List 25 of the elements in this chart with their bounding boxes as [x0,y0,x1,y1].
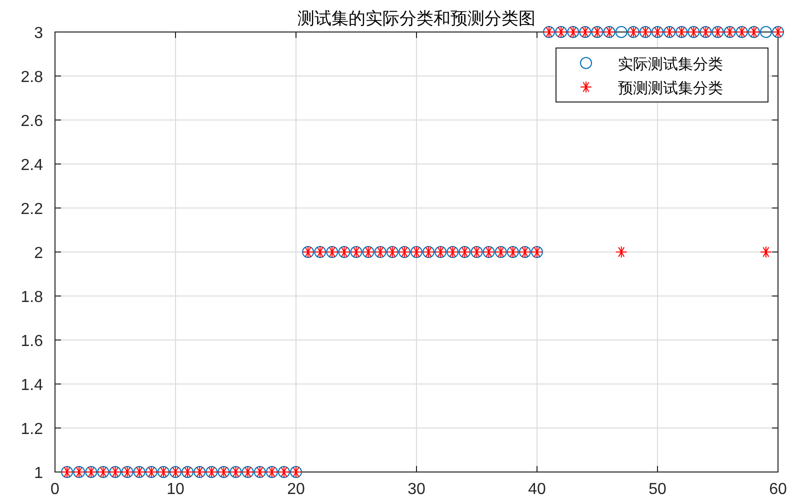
point [615,246,628,258]
x-tick-label: 0 [50,481,60,498]
y-tick-label: 1.2 [20,421,44,438]
x-tick-label: 30 [408,481,426,498]
y-tick-label: 2.4 [20,157,44,174]
x-tick-label: 40 [528,481,546,498]
x-tick-label: 60 [769,481,787,498]
point [760,26,772,38]
x-tick-label: 10 [166,481,184,498]
y-tick-label: 2.6 [20,113,44,130]
legend-label: 预测测试集分类 [618,80,723,97]
chart-title: 测试集的实际分类和预测分类图 [298,9,536,28]
y-tick-label: 2.2 [20,201,44,218]
y-tick-label: 1.4 [20,377,44,394]
y-tick-label: 3 [34,25,44,42]
x-tick-label: 20 [287,481,305,498]
legend-label: 实际测试集分类 [618,56,723,73]
point [760,246,772,258]
y-tick-label: 1.6 [20,333,44,350]
y-tick-label: 2.8 [20,69,44,86]
y-tick-label: 1.8 [20,289,44,306]
y-tick-label: 2 [34,245,44,262]
point [615,26,628,38]
x-tick-label: 50 [648,481,666,498]
y-tick-label: 1 [34,465,44,482]
